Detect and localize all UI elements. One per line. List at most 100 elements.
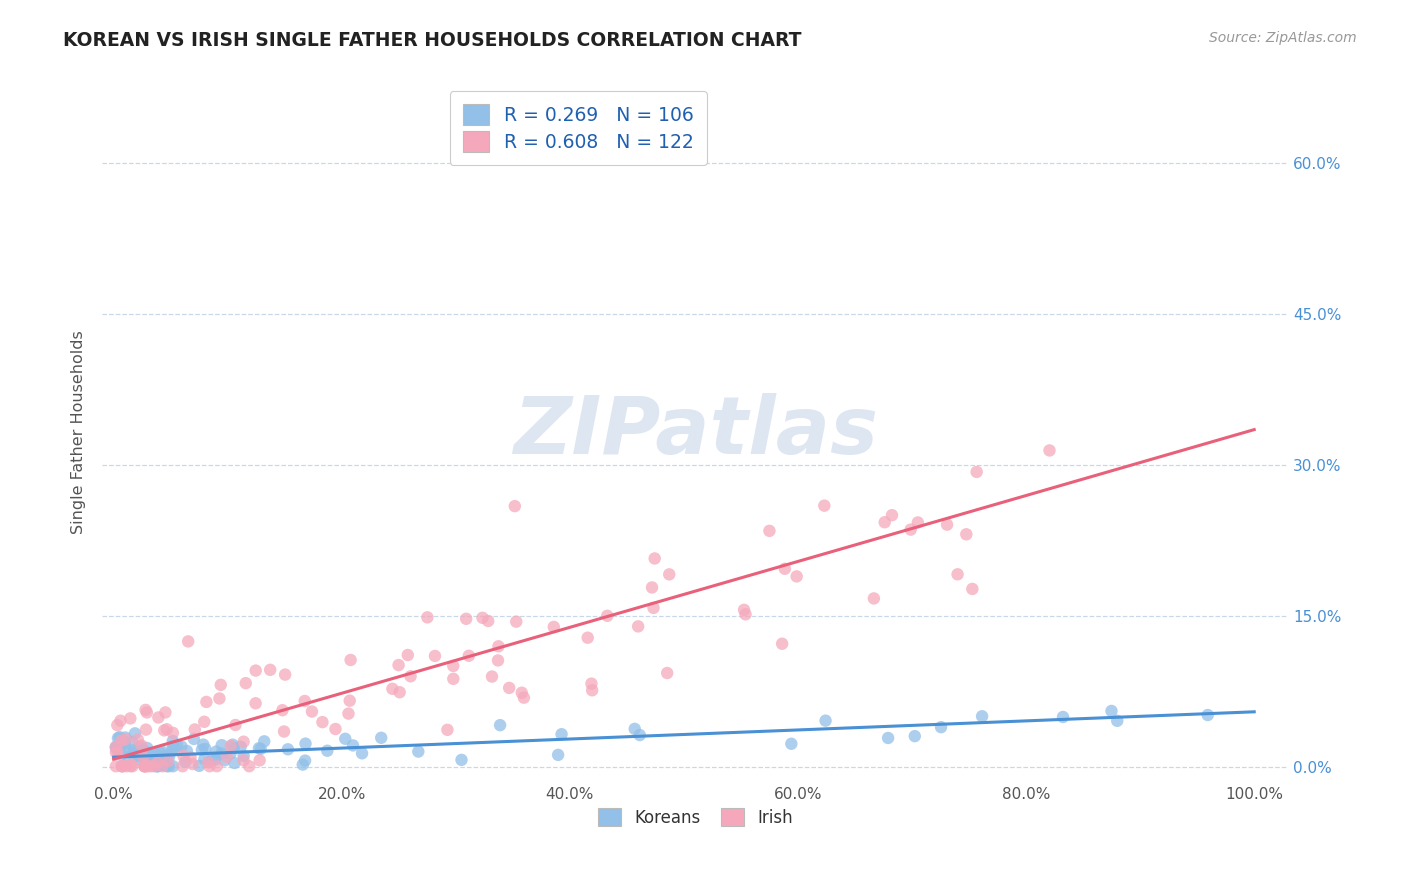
Point (222, 740, 245, 755)
Point (316, 744, 339, 758)
Point (813, 499, 835, 513)
Point (188, 759, 211, 773)
Point (193, 738, 215, 752)
Point (342, 739, 364, 753)
Point (786, 569, 808, 583)
Point (301, 705, 323, 719)
Point (962, 582, 984, 596)
Point (657, 666, 679, 681)
Point (1107, 714, 1129, 728)
Text: ZIPatlas: ZIPatlas (513, 393, 877, 471)
Point (955, 527, 977, 541)
Point (770, 637, 793, 651)
Point (513, 690, 536, 705)
Point (145, 757, 167, 772)
Point (124, 726, 146, 740)
Point (641, 581, 664, 595)
Point (108, 739, 131, 754)
Point (936, 517, 959, 532)
Point (658, 567, 681, 582)
Point (114, 731, 136, 745)
Point (120, 759, 142, 773)
Point (121, 759, 143, 773)
Point (104, 739, 127, 754)
Point (162, 742, 184, 756)
Point (165, 741, 187, 756)
Point (150, 754, 173, 768)
Point (128, 749, 150, 764)
Point (184, 723, 207, 737)
Point (127, 732, 149, 747)
Point (117, 750, 139, 764)
Point (121, 757, 143, 772)
Point (219, 747, 242, 761)
Point (111, 759, 134, 773)
Point (149, 745, 172, 759)
Point (489, 718, 512, 732)
Point (128, 753, 150, 767)
Point (104, 745, 127, 759)
Point (335, 731, 357, 746)
Point (153, 723, 176, 738)
Point (152, 757, 174, 772)
Point (194, 741, 217, 756)
Point (176, 744, 198, 758)
Point (235, 676, 257, 690)
Point (339, 694, 361, 708)
Point (221, 738, 243, 752)
Point (873, 515, 896, 529)
Point (596, 608, 619, 623)
Point (733, 603, 755, 617)
Point (294, 694, 316, 708)
Point (970, 709, 993, 723)
Point (146, 756, 169, 770)
Point (132, 749, 155, 764)
Point (201, 753, 224, 767)
Point (153, 750, 176, 764)
Point (880, 508, 903, 523)
Point (148, 710, 170, 724)
Point (209, 678, 232, 692)
Point (114, 738, 136, 752)
Point (581, 683, 603, 698)
Point (550, 727, 572, 741)
Point (120, 711, 142, 725)
Point (156, 723, 179, 737)
Point (191, 743, 214, 757)
Point (205, 745, 228, 759)
Point (339, 653, 361, 667)
Point (325, 722, 347, 736)
Point (1101, 704, 1123, 718)
Point (547, 747, 569, 762)
Point (174, 755, 197, 769)
Point (104, 739, 127, 754)
Point (131, 744, 153, 758)
Point (253, 734, 276, 748)
Point (177, 634, 200, 648)
Point (643, 601, 665, 615)
Point (623, 722, 645, 736)
Point (124, 743, 146, 757)
Point (273, 724, 295, 739)
Point (644, 551, 666, 566)
Point (352, 747, 374, 761)
Point (198, 759, 221, 773)
Text: KOREAN VS IRISH SINGLE FATHER HOUSEHOLDS CORRELATION CHART: KOREAN VS IRISH SINGLE FATHER HOUSEHOLDS… (63, 31, 801, 50)
Point (181, 757, 204, 772)
Point (245, 696, 267, 710)
Point (488, 640, 510, 654)
Point (904, 729, 927, 743)
Point (157, 759, 180, 773)
Point (1052, 710, 1074, 724)
Point (139, 751, 162, 765)
Point (214, 753, 236, 767)
Point (104, 759, 127, 773)
Point (150, 759, 173, 773)
Point (471, 611, 494, 625)
Point (211, 747, 233, 761)
Point (441, 672, 464, 686)
Point (457, 648, 479, 663)
Point (877, 731, 900, 745)
Point (450, 753, 472, 767)
Point (773, 562, 796, 576)
